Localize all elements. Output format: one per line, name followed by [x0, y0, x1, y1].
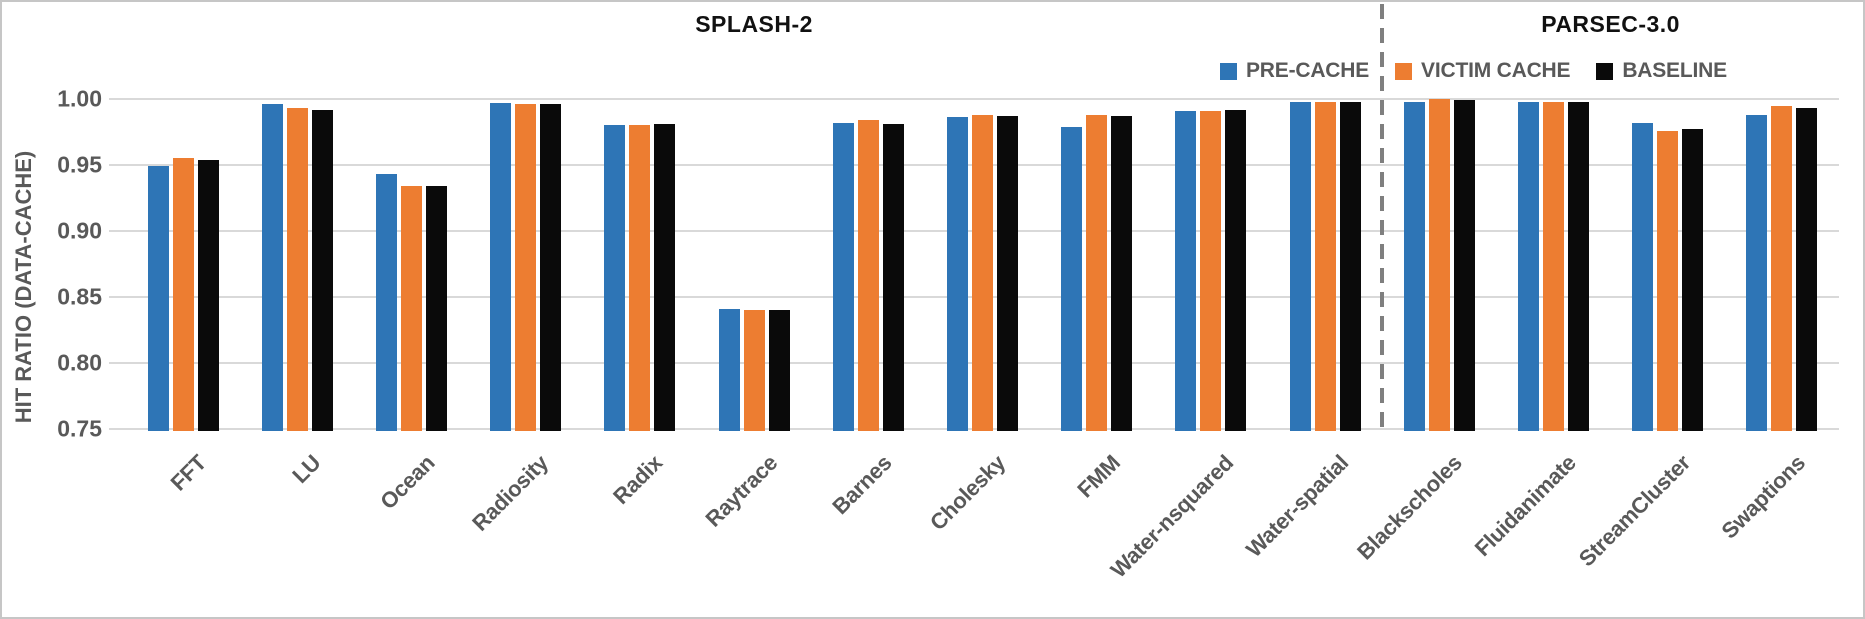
bar-fmm-victim-cache	[1086, 114, 1108, 431]
bar-fmm-baseline	[1111, 116, 1133, 431]
category-label-fmm: FMM	[1071, 450, 1125, 503]
y-tick-label: 0.80	[57, 349, 102, 376]
bar-fluidanimate-pre-cache	[1518, 101, 1539, 431]
y-tick-label: 0.85	[57, 283, 102, 310]
bar-water-spatial-pre-cache	[1289, 101, 1311, 431]
bar-barnes-victim-cache	[857, 120, 879, 431]
bar-water-nsquared-victim-cache	[1200, 110, 1222, 431]
bar-ocean-pre-cache	[376, 174, 397, 431]
bar-cholesky-pre-cache	[947, 117, 968, 431]
category-label-blackscholes: Blackscholes	[1352, 450, 1467, 565]
category-label-water-spatial: Water-spatial	[1240, 450, 1353, 563]
bar-fft-victim-cache	[172, 158, 194, 431]
bar-radiosity-victim-cache	[515, 104, 537, 431]
category-label-lu: LU	[286, 450, 325, 488]
bar-lu-baseline	[311, 109, 333, 431]
legend-swatch-pre-cache	[1220, 62, 1237, 80]
category-label-streamcluster: StreamCluster	[1574, 450, 1696, 572]
legend-label: VICTIM CACHE	[1421, 59, 1571, 82]
bar-swaptions-baseline	[1796, 108, 1818, 431]
category-label-cholesky: Cholesky	[925, 450, 1011, 536]
bar-streamcluster-baseline	[1682, 129, 1704, 431]
bar-fft-pre-cache	[147, 166, 169, 431]
category-label-radiosity: Radiosity	[467, 450, 554, 536]
bar-raytrace-baseline	[768, 310, 790, 431]
bar-blackscholes-baseline	[1453, 100, 1475, 431]
bar-cholesky-baseline	[997, 116, 1018, 431]
category-label-ocean: Ocean	[374, 450, 440, 515]
bar-blackscholes-pre-cache	[1403, 101, 1425, 431]
bar-barnes-pre-cache	[832, 122, 854, 431]
bar-blackscholes-victim-cache	[1428, 99, 1450, 431]
bar-radix-pre-cache	[604, 125, 626, 431]
bar-water-nsquared-pre-cache	[1175, 110, 1197, 431]
bar-ocean-baseline	[426, 186, 447, 431]
bar-fluidanimate-baseline	[1568, 101, 1589, 431]
bar-fft-baseline	[197, 159, 219, 431]
category-label-water-nsquared: Water-nsquared	[1106, 450, 1239, 583]
bar-water-spatial-victim-cache	[1314, 101, 1336, 431]
bar-water-spatial-baseline	[1339, 101, 1361, 431]
bar-streamcluster-victim-cache	[1657, 130, 1679, 431]
bar-fluidanimate-victim-cache	[1543, 101, 1564, 431]
legend-label: PRE-CACHE	[1246, 59, 1370, 82]
y-tick-label: 0.90	[57, 217, 102, 244]
bar-radix-baseline	[654, 124, 676, 431]
bar-raytrace-pre-cache	[718, 308, 740, 431]
category-label-radix: Radix	[608, 450, 668, 509]
y-tick-label: 0.95	[57, 151, 102, 178]
section-title-parsec: PARSEC-3.0	[1541, 11, 1680, 37]
y-axis-title: HIT RATIO (DATA-CACHE)	[11, 150, 36, 424]
bar-water-nsquared-baseline	[1225, 109, 1247, 431]
bar-lu-victim-cache	[286, 108, 308, 431]
category-label-swaptions: Swaptions	[1716, 450, 1810, 544]
legend: PRE-CACHE VICTIM CACHE BASELINE	[1220, 59, 1727, 83]
bar-radiosity-baseline	[540, 104, 562, 431]
category-label-raytrace: Raytrace	[700, 450, 782, 532]
category-label-fft: FFT	[165, 450, 211, 496]
bar-raytrace-victim-cache	[743, 310, 765, 431]
bar-lu-pre-cache	[261, 104, 283, 431]
bar-radix-victim-cache	[629, 125, 651, 431]
bar-ocean-victim-cache	[401, 186, 422, 431]
bar-swaptions-pre-cache	[1746, 114, 1768, 431]
gridline	[109, 98, 1839, 100]
y-tick-label: 0.75	[57, 415, 102, 442]
bar-barnes-baseline	[882, 124, 904, 431]
legend-item-victim-cache: VICTIM CACHE	[1395, 59, 1571, 83]
legend-swatch-victim-cache	[1395, 62, 1413, 80]
section-title-splash2: SPLASH-2	[695, 11, 813, 37]
bar-streamcluster-pre-cache	[1632, 122, 1654, 431]
legend-label: BASELINE	[1622, 59, 1727, 82]
bar-cholesky-victim-cache	[972, 114, 993, 431]
bar-fmm-pre-cache	[1061, 126, 1083, 431]
legend-item-baseline: BASELINE	[1596, 59, 1727, 83]
bar-radiosity-pre-cache	[490, 102, 512, 431]
y-tick-label: 1.00	[57, 85, 102, 112]
legend-item-pre-cache: PRE-CACHE	[1220, 59, 1369, 83]
category-label-barnes: Barnes	[826, 450, 896, 520]
legend-swatch-baseline	[1596, 62, 1614, 80]
suite-divider-dashed-line	[1380, 4, 1385, 431]
category-label-fluidanimate: Fluidanimate	[1470, 450, 1582, 562]
bar-swaptions-victim-cache	[1771, 105, 1793, 431]
